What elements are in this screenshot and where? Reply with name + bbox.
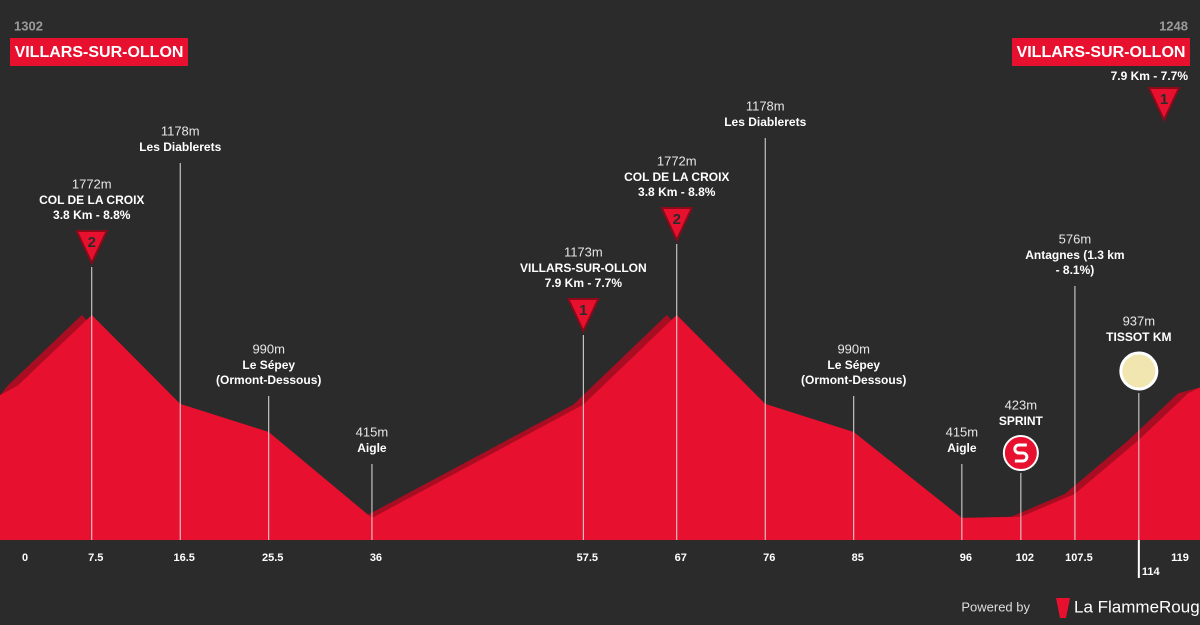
climb-category: 1 [1160, 91, 1168, 108]
waypoint-name: - 8.1%) [1056, 263, 1095, 277]
km-label: 57.5 [577, 552, 598, 564]
climb-badge [660, 207, 694, 243]
km-label: 114 [1142, 566, 1161, 578]
start-end-name: VILLARS-SUR-OLLON [15, 44, 184, 61]
waypoint-name: COL DE LA CROIX [624, 170, 729, 184]
start-end-name: VILLARS-SUR-OLLON [1017, 44, 1186, 61]
start-end-box [10, 38, 188, 66]
brand: La FlammeRouge [1074, 597, 1200, 616]
km-label: 107.5 [1065, 552, 1093, 564]
km-label: 102 [1016, 552, 1034, 564]
waypoint-elevation: 576m [1059, 231, 1092, 246]
waypoint-name: Le Sépey [827, 358, 880, 372]
waypoint-name: COL DE LA CROIX [39, 193, 144, 207]
km-label: 67 [675, 552, 687, 564]
climb-detail: 3.8 Km - 8.8% [53, 208, 131, 222]
waypoint-elevation: 1173m [564, 244, 603, 259]
start-end-box [1012, 38, 1190, 66]
waypoint-name: (Ormont-Dessous) [216, 373, 321, 387]
waypoint-elevation: 990m [252, 341, 285, 356]
km-label: 25.5 [262, 552, 283, 564]
waypoint-name: Aigle [357, 441, 387, 455]
waypoint-name: Les Diablerets [724, 115, 806, 129]
start-end-elevation: 1302 [14, 18, 43, 33]
km-label: 119 [1171, 552, 1189, 564]
waypoint-name: TISSOT KM [1106, 330, 1171, 344]
km-label: 7.5 [88, 552, 103, 564]
waypoint-elevation: 1772m [657, 153, 697, 168]
waypoint-elevation: 415m [356, 424, 389, 439]
climb-category: 2 [88, 234, 96, 251]
climb-badge [1147, 87, 1181, 123]
sprint-icon-s [1013, 443, 1029, 463]
climb-badge [75, 230, 109, 266]
waypoint-elevation: 1178m [161, 123, 200, 138]
km-label: 36 [370, 552, 382, 564]
climb-category: 2 [673, 211, 681, 228]
start-end-elevation: 1248 [1159, 18, 1188, 33]
waypoint-elevation: 937m [1123, 313, 1156, 328]
climb-detail: 3.8 Km - 8.8% [638, 185, 716, 199]
waypoint-elevation: 415m [946, 424, 979, 439]
km-label: 76 [763, 552, 775, 564]
climb-detail: 7.9 Km - 7.7% [1111, 69, 1189, 83]
waypoint-name: Aigle [947, 441, 977, 455]
waypoint-name: SPRINT [999, 414, 1044, 428]
waypoint-name: VILLARS-SUR-OLLON [520, 261, 647, 275]
waypoint-name: (Ormont-Dessous) [801, 373, 906, 387]
waypoint-name: Antagnes (1.3 km [1025, 248, 1124, 262]
golden-km-icon [1119, 351, 1159, 391]
km-label: 16.5 [174, 552, 195, 564]
km-label: 85 [852, 552, 864, 564]
waypoint-name: Les Diablerets [139, 140, 221, 154]
profile [0, 315, 1200, 540]
climb-category: 1 [579, 302, 587, 319]
waypoint-elevation: 990m [837, 341, 870, 356]
climb-detail: 7.9 Km - 7.7% [545, 276, 623, 290]
waypoint-name: Le Sépey [242, 358, 295, 372]
brand-logo [1056, 598, 1070, 618]
climb-badge [566, 298, 600, 334]
powered-by: Powered by [961, 599, 1030, 614]
km-label: 0 [22, 552, 28, 564]
km-label: 96 [960, 552, 972, 564]
waypoint-elevation: 1178m [746, 98, 785, 113]
waypoint-elevation: 1772m [72, 176, 112, 191]
waypoint-elevation: 423m [1005, 397, 1038, 412]
